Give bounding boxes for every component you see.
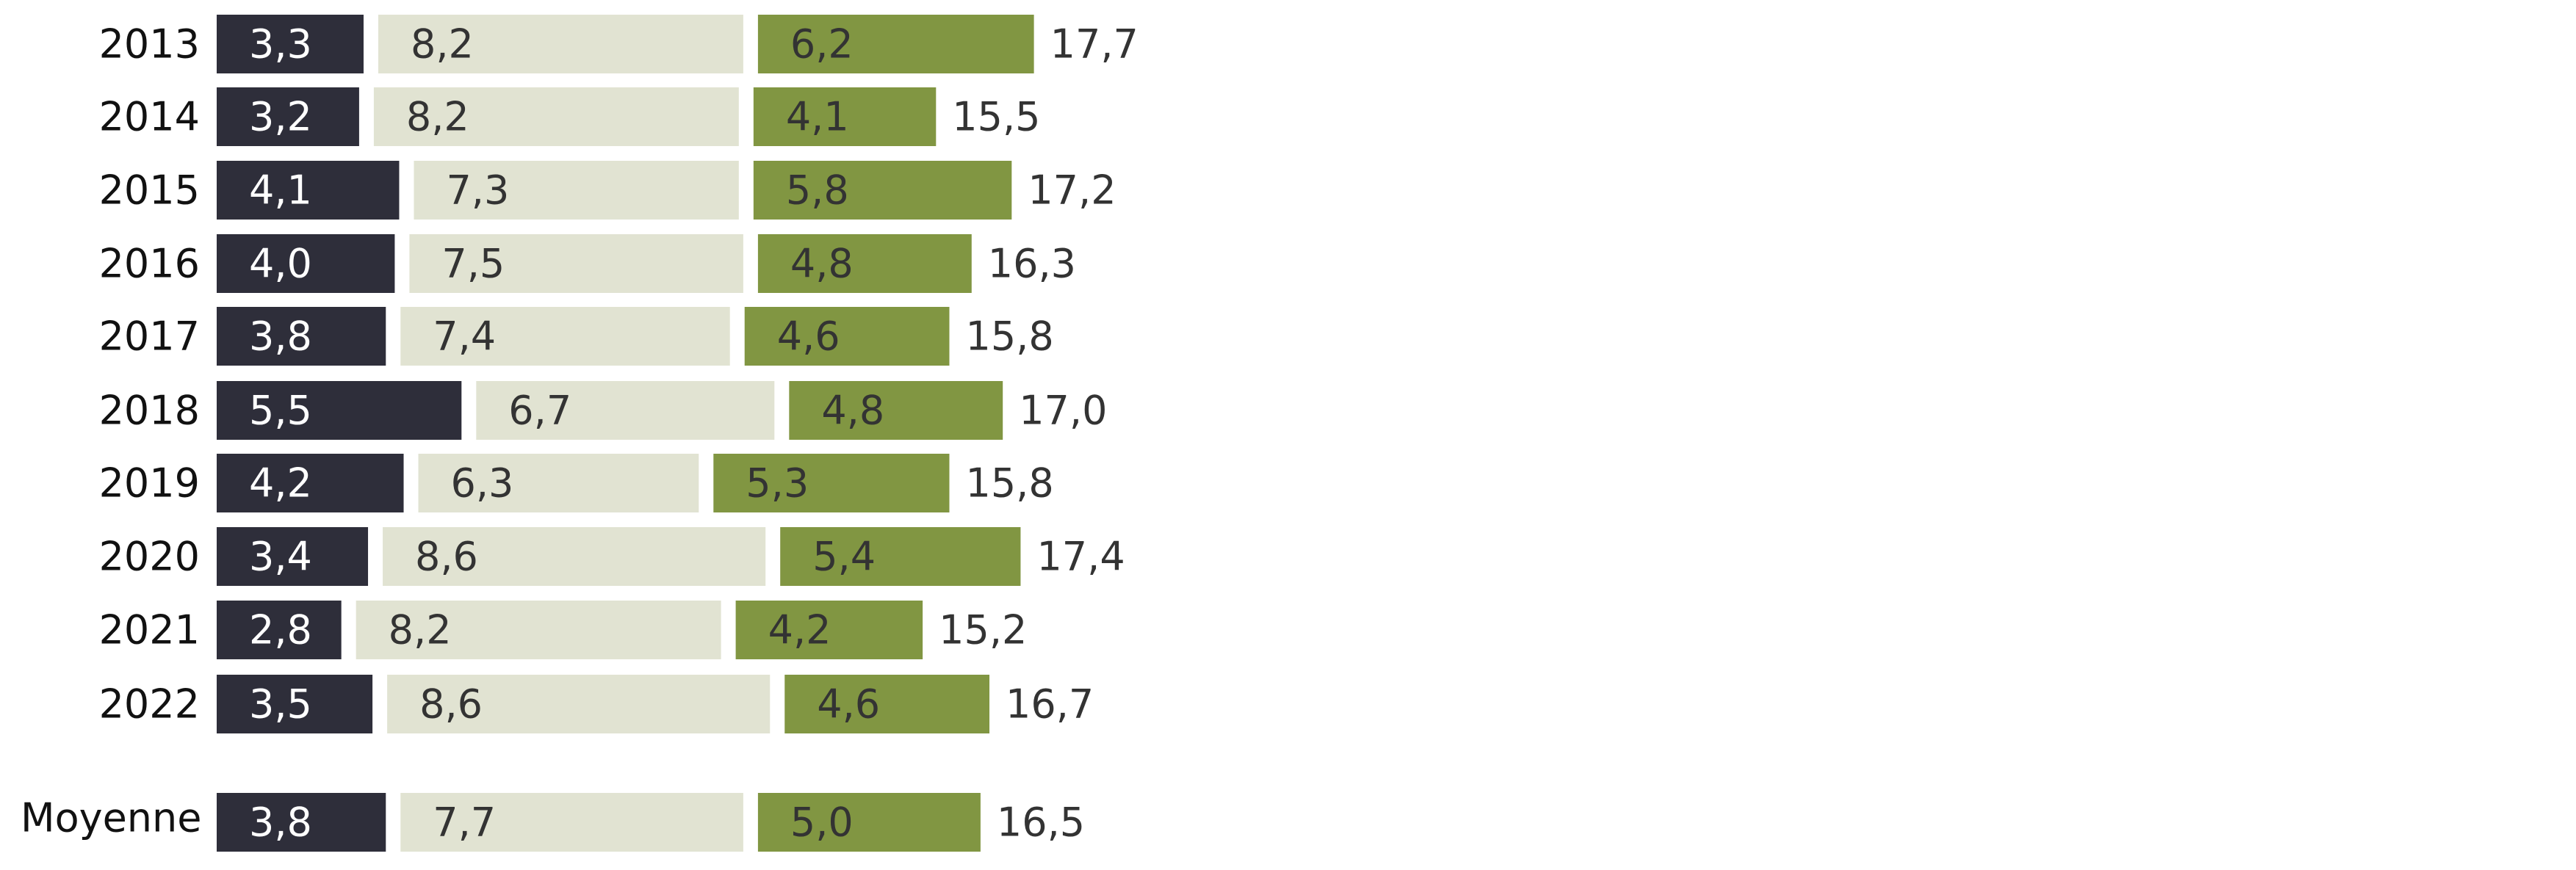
data-label: 3,8: [249, 313, 312, 360]
bar-segment: [409, 234, 743, 293]
data-label: 6,7: [508, 388, 571, 434]
data-label: 4,8: [790, 241, 854, 287]
total-label: 15,8: [965, 460, 1053, 507]
data-label: 3,2: [249, 94, 312, 140]
total-label: 17,2: [1028, 167, 1116, 214]
bar-segment: [217, 87, 359, 146]
data-label: 4,1: [786, 94, 849, 140]
data-label: 7,4: [433, 313, 496, 360]
data-label: 5,8: [786, 167, 849, 214]
bar-segment: [780, 527, 1021, 586]
category-label: 2022: [99, 681, 200, 728]
bar-segment: [400, 307, 730, 366]
category-label: 2015: [99, 167, 200, 214]
bar-segment: [757, 234, 972, 293]
data-label: 6,2: [790, 21, 854, 68]
data-label: 4,1: [249, 167, 312, 214]
data-label: 5,4: [812, 534, 876, 580]
bar-segment: [387, 675, 771, 733]
data-label: 3,3: [249, 21, 312, 68]
data-label: 3,8: [249, 800, 312, 846]
data-label: 4,6: [777, 313, 840, 360]
bar-segment: [753, 87, 937, 146]
bar-segment: [378, 15, 743, 73]
bar-segment: [753, 161, 1012, 220]
total-label: 17,4: [1036, 534, 1125, 580]
bar-segment: [757, 793, 981, 852]
category-label: 2016: [99, 241, 200, 287]
bar-segment: [414, 161, 739, 220]
category-label: Moyenne: [21, 795, 201, 841]
bar-segment: [735, 601, 923, 659]
category-label: 2019: [99, 460, 200, 507]
data-label: 4,6: [817, 681, 880, 728]
bar-segment: [217, 675, 373, 733]
data-label: 8,6: [419, 681, 483, 728]
data-label: 4,8: [821, 388, 884, 434]
category-label: 2014: [99, 94, 200, 140]
data-label: 5,0: [790, 800, 854, 846]
bar-segment: [356, 601, 721, 659]
total-label: 17,7: [1050, 21, 1139, 68]
bar-segment: [373, 87, 739, 146]
bar-segment: [383, 527, 766, 586]
data-label: 5,5: [249, 388, 312, 434]
bar-segment: [713, 454, 950, 512]
data-label: 7,7: [433, 800, 496, 846]
data-label: 4,0: [249, 241, 312, 287]
total-label: 17,0: [1019, 388, 1107, 434]
bar-segment: [217, 527, 369, 586]
bar-segment: [476, 381, 775, 440]
total-label: 16,3: [988, 241, 1076, 287]
data-label: 8,2: [411, 21, 474, 68]
bar-segment: [744, 307, 950, 366]
bar-segment: [217, 381, 462, 440]
data-label: 8,2: [389, 607, 452, 653]
bar-segment: [217, 234, 395, 293]
bar-segment: [757, 15, 1034, 73]
data-label: 4,2: [249, 460, 312, 507]
bar-segment: [784, 675, 990, 733]
total-label: 16,7: [1006, 681, 1094, 728]
bar-segment: [217, 307, 386, 366]
bar-segment: [217, 15, 364, 73]
category-label: 2017: [99, 313, 200, 360]
total-label: 15,5: [952, 94, 1040, 140]
bar-segment: [217, 161, 400, 220]
total-label: 15,2: [939, 607, 1027, 653]
data-label: 3,5: [249, 681, 312, 728]
bar-segment: [789, 381, 1003, 440]
bar-segment: [418, 454, 699, 512]
category-label: 2020: [99, 534, 200, 580]
data-label: 2,8: [249, 607, 312, 653]
data-label: 8,2: [406, 94, 469, 140]
data-label: 8,6: [415, 534, 478, 580]
bar-segment: [217, 601, 342, 659]
bar-segment: [400, 793, 743, 852]
bar-segment: [217, 793, 386, 852]
category-label: 2018: [99, 388, 200, 434]
data-label: 7,3: [446, 167, 509, 214]
data-label: 5,3: [746, 460, 809, 507]
data-label: 6,3: [451, 460, 514, 507]
data-label: 7,5: [441, 241, 505, 287]
bar-segment: [217, 454, 404, 512]
data-label: 3,4: [249, 534, 312, 580]
total-label: 16,5: [997, 800, 1085, 846]
category-label: 2021: [99, 607, 200, 653]
total-label: 15,8: [965, 313, 1053, 360]
data-label: 4,2: [768, 607, 831, 653]
category-label: 2013: [99, 21, 200, 68]
